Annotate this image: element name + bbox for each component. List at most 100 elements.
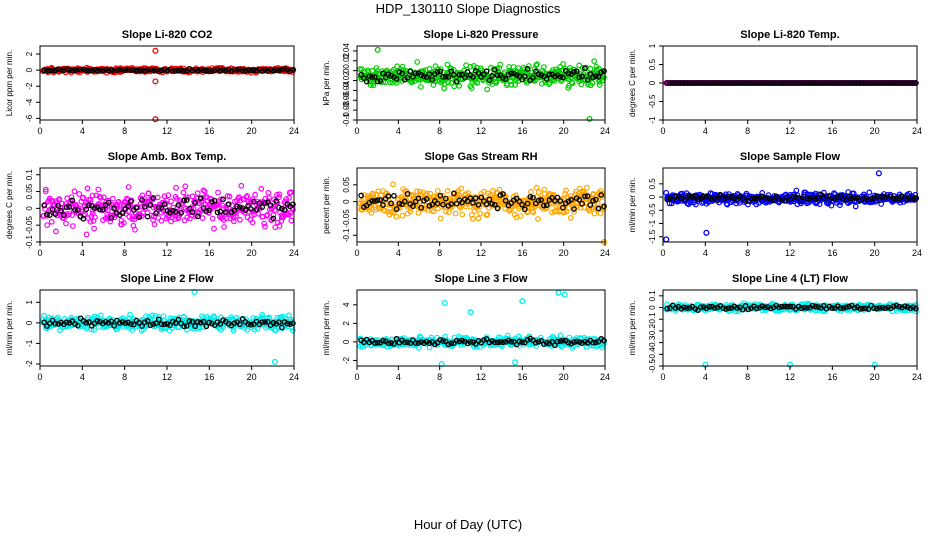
x-tick-label: 20	[870, 372, 880, 382]
average-point	[829, 80, 835, 86]
x-tick-label: 0	[354, 372, 359, 382]
average-point	[366, 73, 373, 79]
average-point	[731, 80, 738, 86]
data-point	[87, 218, 94, 225]
average-point	[377, 197, 384, 203]
data-point	[276, 191, 283, 198]
average-point	[197, 195, 204, 201]
panel-title: Slope Sample Flow	[740, 151, 841, 163]
x-tick-label: 16	[204, 126, 214, 136]
data-point	[88, 213, 95, 220]
x-tick-label: 20	[247, 372, 257, 382]
data-point	[563, 187, 569, 194]
data-point	[444, 187, 451, 194]
average-point	[72, 207, 78, 213]
average-point	[598, 69, 605, 76]
average-point	[231, 66, 238, 73]
average-point	[672, 80, 679, 86]
average-point	[823, 80, 830, 86]
x-tick-label: 20	[247, 248, 257, 258]
average-point	[63, 204, 70, 211]
average-point	[69, 67, 76, 74]
data-point	[388, 209, 395, 216]
average-point	[225, 201, 232, 208]
average-point	[423, 196, 430, 202]
average-point	[587, 202, 594, 208]
outlier-point	[441, 299, 448, 307]
average-point	[125, 203, 131, 210]
average-point	[579, 73, 585, 80]
average-point	[264, 199, 271, 206]
average-point	[843, 80, 849, 86]
average-point	[560, 74, 566, 81]
panel-title: Slope Li-820 Pressure	[424, 29, 539, 41]
average-point	[502, 197, 509, 204]
data-point	[465, 190, 471, 196]
data-point	[407, 208, 414, 215]
data-point	[189, 212, 196, 219]
data-point	[459, 211, 466, 218]
average-point	[122, 206, 129, 212]
data-point	[41, 212, 47, 219]
outlier-point	[374, 46, 381, 53]
average-point	[494, 72, 501, 79]
x-tick-label: 12	[162, 372, 172, 382]
average-point	[404, 74, 411, 81]
average-point	[97, 66, 103, 73]
average-point	[122, 67, 129, 74]
y-axis-label: ml/min per min.	[322, 301, 331, 356]
average-point	[475, 70, 482, 77]
average-point	[587, 71, 594, 77]
average-point	[764, 80, 771, 86]
average-point	[678, 80, 685, 86]
data-point	[418, 84, 424, 90]
data-point	[567, 214, 574, 221]
y-tick-label: 0.02	[342, 52, 351, 68]
average-point	[543, 76, 550, 82]
x-tick-label: 4	[396, 248, 401, 258]
y-axis-label: kPa per min.	[322, 61, 331, 106]
data-point	[151, 221, 158, 228]
average-point	[781, 80, 788, 86]
average-point	[239, 67, 246, 74]
data-point	[168, 198, 175, 205]
y-tick-label: 0	[25, 206, 34, 211]
x-tick-label: 12	[476, 372, 486, 382]
average-point	[590, 74, 596, 81]
average-point	[907, 80, 914, 86]
average-point	[393, 206, 400, 212]
data-point	[597, 210, 604, 217]
data-point	[437, 215, 444, 222]
data-point	[100, 194, 107, 201]
data-point	[540, 205, 547, 212]
data-point	[512, 81, 518, 88]
average-point	[220, 196, 226, 203]
data-point	[416, 345, 422, 351]
average-point	[812, 80, 819, 86]
average-point	[214, 66, 221, 73]
average-point	[203, 67, 210, 74]
data-point	[283, 196, 290, 203]
x-tick-label: 8	[745, 372, 750, 382]
average-point	[804, 80, 810, 86]
data-point	[249, 219, 256, 226]
data-point	[452, 210, 459, 217]
average-point	[686, 80, 693, 86]
x-tick-label: 8	[745, 126, 750, 136]
average-point	[55, 66, 62, 73]
average-point	[584, 193, 591, 200]
average-point	[253, 206, 260, 213]
data-point	[370, 192, 377, 199]
average-point	[203, 208, 210, 215]
data-point	[262, 223, 268, 230]
average-point	[706, 80, 713, 86]
average-point	[259, 68, 266, 74]
y-tick-label: -1	[648, 116, 657, 124]
average-point	[150, 67, 157, 73]
average-point	[601, 68, 607, 74]
average-point	[72, 67, 78, 73]
average-point	[527, 193, 534, 200]
average-point	[695, 80, 701, 86]
data-point	[71, 188, 78, 195]
average-point	[225, 66, 232, 73]
